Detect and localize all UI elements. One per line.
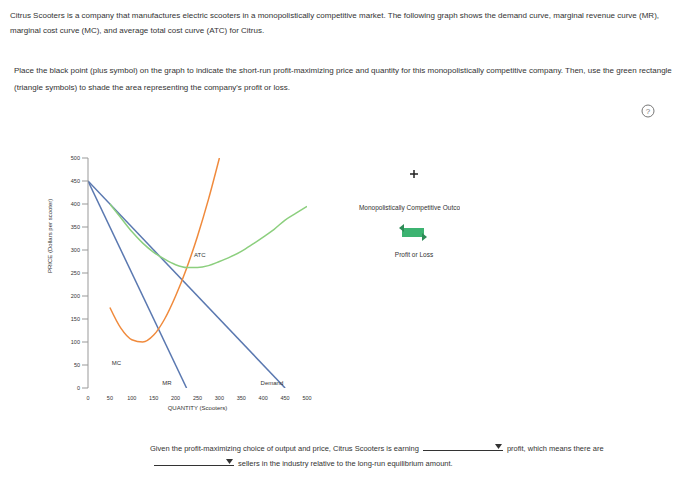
svg-text:400: 400 xyxy=(71,201,80,207)
svg-text:Profit or Loss: Profit or Loss xyxy=(395,251,434,258)
svg-text:PRICE (Dollars per scooter): PRICE (Dollars per scooter) xyxy=(47,199,53,273)
svg-text:QUANTITY (Scooters): QUANTITY (Scooters) xyxy=(168,405,228,411)
svg-text:400: 400 xyxy=(259,395,268,401)
svg-text:450: 450 xyxy=(71,178,80,184)
svg-text:350: 350 xyxy=(237,395,246,401)
svg-text:100: 100 xyxy=(127,395,136,401)
svg-text:50: 50 xyxy=(107,395,113,401)
svg-text:100: 100 xyxy=(71,339,80,345)
svg-text:0: 0 xyxy=(86,395,89,401)
svg-text:Monopolistically Competitive O: Monopolistically Competitive Outcome xyxy=(359,204,460,212)
svg-text:150: 150 xyxy=(71,316,80,322)
svg-text:300: 300 xyxy=(71,247,80,253)
svg-text:200: 200 xyxy=(171,395,180,401)
svg-text:250: 250 xyxy=(193,395,202,401)
svg-text:Demand: Demand xyxy=(261,380,284,386)
html-text:Given the profit-maximizing ch: Given the profit-maximizing choice of ou… xyxy=(150,444,419,453)
svg-text:ATC: ATC xyxy=(194,252,206,258)
svg-text:MR: MR xyxy=(162,380,172,386)
svg-text:50: 50 xyxy=(74,362,80,368)
svg-text:350: 350 xyxy=(71,224,80,230)
svg-text:500: 500 xyxy=(302,395,311,401)
svg-text:500: 500 xyxy=(71,155,80,161)
html-text:sellers in the industry relati: sellers in the industry relative to the … xyxy=(238,459,453,468)
svg-text:MC: MC xyxy=(112,360,122,366)
svg-text:250: 250 xyxy=(71,270,80,276)
svg-text:300: 300 xyxy=(215,395,224,401)
svg-text:200: 200 xyxy=(71,293,80,299)
html-text:profit, which means there are: profit, which means there are xyxy=(506,444,604,453)
svg-text:?: ? xyxy=(646,107,651,116)
svg-text:150: 150 xyxy=(149,395,158,401)
html-text:Citrus Scooters is a company t: Citrus Scooters is a company that manufa… xyxy=(10,11,659,35)
svg-text:0: 0 xyxy=(77,385,80,391)
html-text:Place the black point (plus sy: Place the black point (plus symbol) on t… xyxy=(14,66,672,92)
svg-text:450: 450 xyxy=(281,395,290,401)
